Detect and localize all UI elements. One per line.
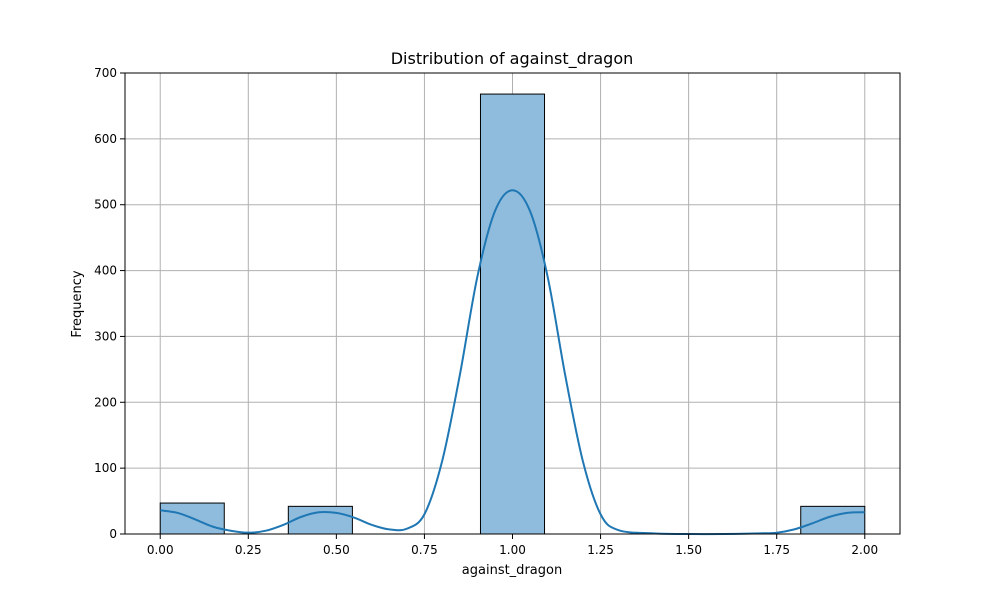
histogram-bar — [479, 93, 546, 535]
x-tick-label: 0.00 — [147, 543, 174, 557]
y-tick-label: 500 — [94, 198, 117, 212]
x-axis-label: against_dragon — [462, 563, 562, 578]
y-tick-label: 100 — [94, 461, 117, 475]
x-tick-label: 2.00 — [851, 543, 878, 557]
x-tick-label: 1.25 — [587, 543, 614, 557]
y-tick-label: 400 — [94, 264, 117, 278]
histogram-bar — [800, 505, 866, 535]
kde — [160, 189, 865, 536]
x-tick-label: 0.75 — [411, 543, 438, 557]
y-tick-label: 300 — [94, 329, 117, 343]
histogram-bar — [287, 505, 353, 535]
y-axis-label: Frequency — [70, 270, 85, 337]
x-tick-label: 0.50 — [323, 543, 350, 557]
x-tick-label: 1.50 — [675, 543, 702, 557]
chart-title: Distribution of against_dragon — [391, 49, 634, 69]
kde-line — [160, 189, 865, 536]
y-tick-label: 600 — [94, 132, 117, 146]
x-tick-label: 1.00 — [499, 543, 526, 557]
y-tick-label: 200 — [94, 395, 117, 409]
y-axis-ticks: 0 100 200 300 400 500 600 700 — [94, 66, 125, 541]
y-tick-label: 0 — [109, 527, 117, 541]
y-tick-label: 700 — [94, 66, 117, 80]
x-tick-label: 0.25 — [235, 543, 262, 557]
x-tick-label: 1.75 — [763, 543, 790, 557]
bars — [159, 93, 866, 535]
x-axis-ticks: 0.00 0.25 0.50 0.75 1.00 1.25 1.50 1.75 2.00 — [147, 534, 878, 557]
